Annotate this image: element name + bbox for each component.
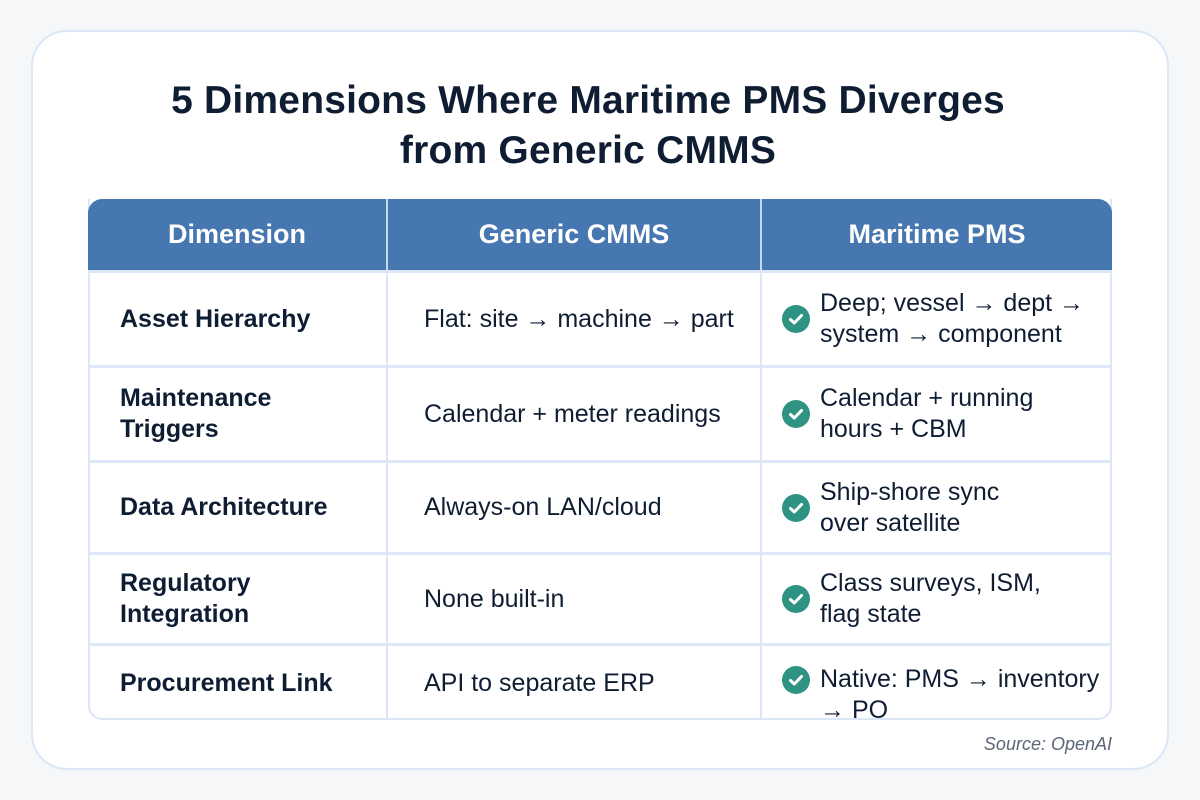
maritime-cell: Deep; vessel → dept → system → component [760, 273, 1112, 365]
dimension-cell: Asset Hierarchy [120, 304, 311, 333]
generic-cell: Flat: site → machine → part [386, 273, 760, 365]
check-circle-icon [782, 493, 810, 522]
maritime-cell: Ship-shore sync over satellite [760, 463, 1112, 552]
title-line-2: from Generic CMMS [399, 129, 777, 172]
table-header: Dimension Generic CMMS Maritime PMS [88, 199, 1112, 270]
check-circle-icon [782, 400, 810, 428]
check-circle-icon [782, 305, 810, 333]
maritime-text: Native: PMS → inventory → PO [820, 665, 1100, 724]
generic-cell: Calendar + meter readings [386, 368, 760, 460]
dimension-cell: Data Architecture [120, 493, 328, 521]
page-title: 5 Dimensions Where Maritime PMS Diverges… [0, 76, 1176, 176]
header-generic-cmms: Generic CMMS [386, 199, 760, 270]
table-row: Procurement Link API to separate ERP Nat… [88, 643, 1112, 724]
maritime-text: Class surveys, ISM, flag state [820, 569, 1041, 628]
maritime-cell: Class surveys, ISM, flag state [760, 555, 1112, 643]
header-maritime-pms: Maritime PMS [760, 199, 1112, 270]
maritime-text: Deep; vessel → dept → system → component [820, 289, 1085, 348]
generic-cell: API to separate ERP [386, 646, 760, 720]
maritime-text: Ship-shore sync over satellite [820, 477, 1000, 537]
table-row: Maintenance Triggers Calendar + meter re… [88, 365, 1112, 460]
comparison-table: Dimension Generic CMMS Maritime PMS Asse… [88, 199, 1112, 724]
maritime-cell: Native: PMS → inventory → PO [760, 646, 1112, 724]
infographic-card [31, 30, 1169, 770]
header-dimension: Dimension [167, 219, 307, 249]
dimension-cell: Maintenance Triggers [120, 384, 272, 443]
generic-cell: Always-on LAN/cloud [386, 463, 760, 552]
check-circle-icon [782, 666, 810, 694]
maritime-text: Calendar + running hours + CBM [820, 384, 1034, 443]
source-caption: Source: OpenAI [983, 734, 1112, 754]
dimension-cell: Regulatory Integration [120, 569, 251, 628]
check-circle-icon [782, 585, 810, 613]
table-row: Regulatory Integration None built-in Cla… [88, 552, 1112, 643]
title-line-1: 5 Dimensions Where Maritime PMS Diverges [171, 79, 1005, 122]
table-row: Asset Hierarchy Flat: site → machine → p… [88, 270, 1112, 365]
dimension-cell: Procurement Link [120, 668, 333, 697]
table-row: Data Architecture Always-on LAN/cloud Sh… [88, 460, 1112, 552]
generic-cell: None built-in [386, 555, 760, 643]
maritime-cell: Calendar + running hours + CBM [760, 368, 1112, 460]
